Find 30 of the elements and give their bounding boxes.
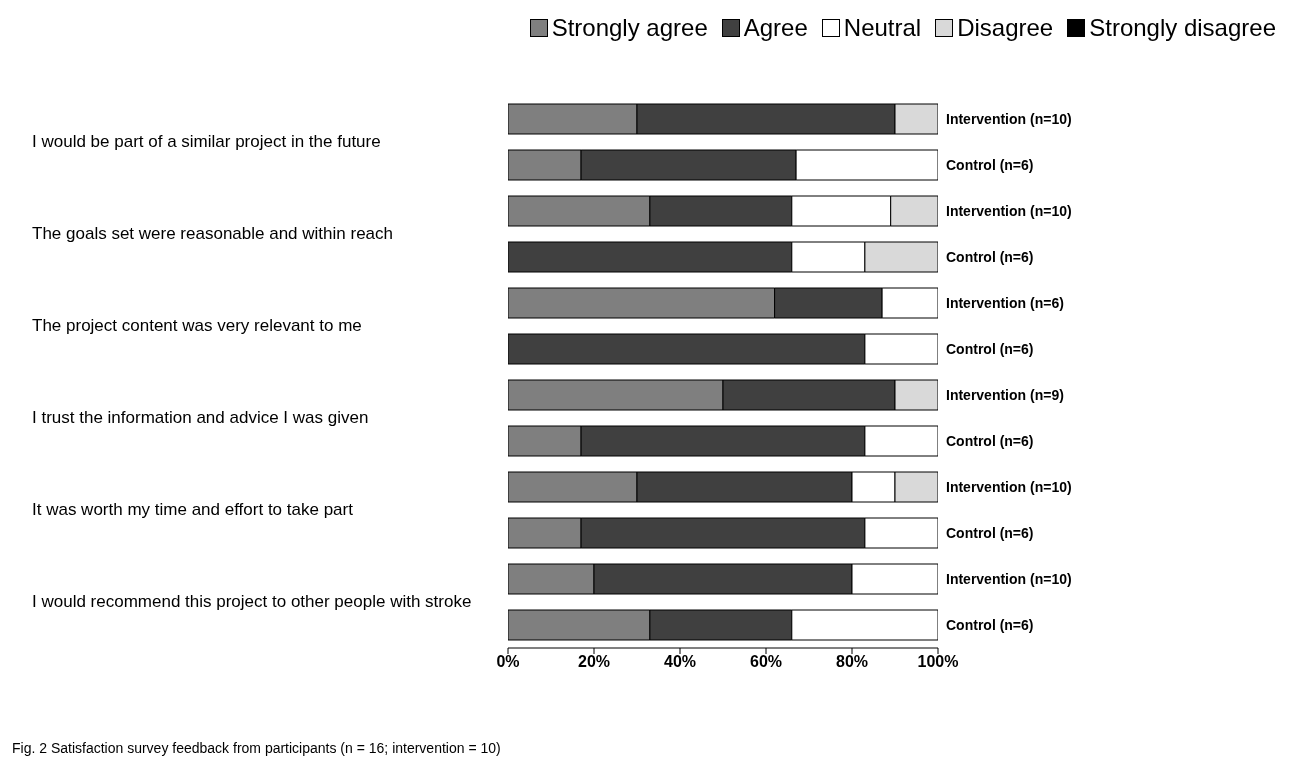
y-tick-label: Intervention (n=10)	[946, 570, 1072, 587]
x-tick-label: 20%	[577, 653, 611, 671]
y-tick-label: Intervention (n=10)	[946, 110, 1072, 127]
legend-label: Strongly agree	[551, 14, 708, 42]
caption: Fig. 2 Satisfaction survey feedback from participants (n = 16; intervention = 10)	[12, 740, 501, 756]
y-tick-label: Control (n=6)	[946, 340, 1034, 357]
x-tick-label: 80%	[835, 653, 869, 671]
text: The goals set were reasonable and within reach	[32, 223, 394, 245]
y-tick-label: Intervention (n=6)	[946, 294, 1064, 311]
y-tick-label: Control (n=6)	[946, 524, 1034, 541]
legend-label: Disagree	[957, 14, 1054, 42]
text: The project content was very relevant to me	[32, 315, 363, 337]
x-tick-label: 100%	[917, 653, 959, 671]
y-tick-label: Intervention (n=10)	[946, 202, 1072, 219]
y-tick-label: Control (n=6)	[946, 248, 1034, 265]
x-tick-label: 40%	[663, 653, 697, 671]
y-tick-label: Control (n=6)	[946, 616, 1034, 633]
y-tick-label: Control (n=6)	[946, 156, 1034, 173]
legend-label: Neutral	[843, 14, 922, 42]
text: I trust the information and advice I was given	[32, 407, 370, 429]
x-tick-label: 60%	[749, 653, 783, 671]
text: I would be part of a similar project in the future	[32, 131, 382, 153]
text: I would recommend this project to other people with stroke	[32, 591, 472, 613]
legend-label: Strongly disagree	[1089, 14, 1276, 42]
legend-label: Agree	[743, 14, 808, 42]
x-tick-label: 0%	[496, 653, 520, 671]
y-tick-label: Control (n=6)	[946, 432, 1034, 449]
text: It was worth my time and effort to take part	[32, 499, 354, 521]
y-tick-label: Intervention (n=9)	[946, 386, 1064, 403]
y-tick-label: Intervention (n=10)	[946, 478, 1072, 495]
